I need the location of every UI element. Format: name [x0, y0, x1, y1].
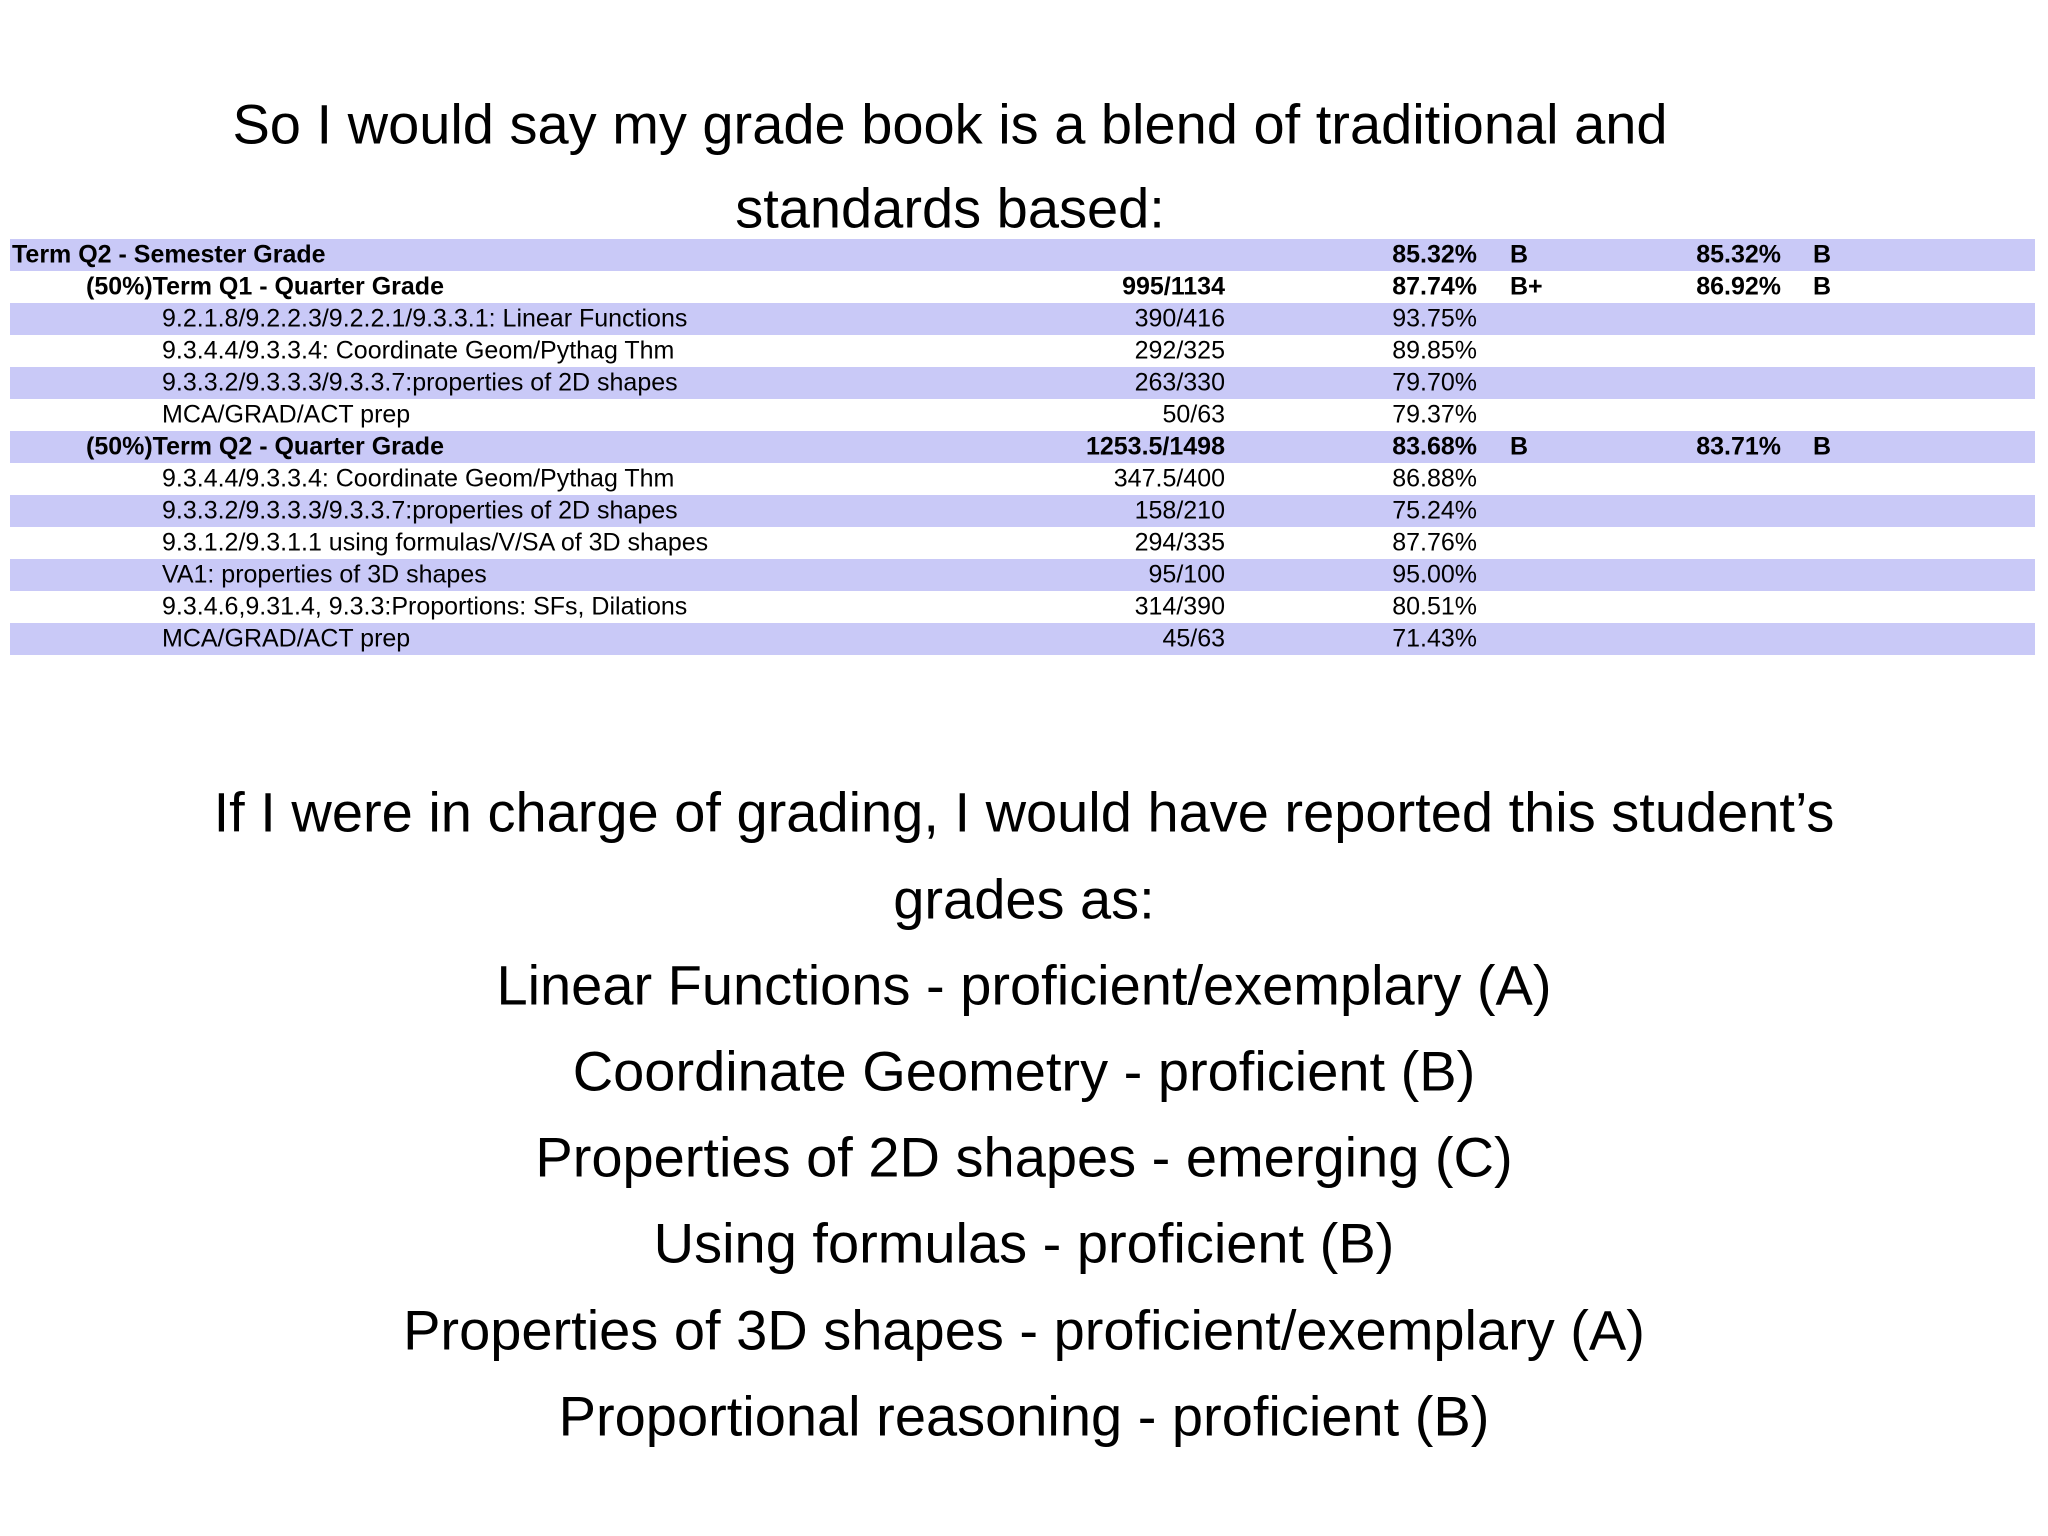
grade: B+	[1510, 272, 1543, 301]
table-row: MCA/GRAD/ACT prep 50/63 79.37%	[10, 399, 2035, 431]
final-percent: 85.32%	[1696, 240, 1781, 269]
row-label: 9.3.3.2/9.3.3.3/9.3.3.7:properties of 2D…	[162, 368, 678, 397]
score: 158/210	[1134, 496, 1225, 525]
table-row: Term Q2 - Semester Grade 85.32% B 85.32% B	[10, 239, 2035, 271]
percent: 87.74%	[1392, 272, 1477, 301]
table-row: VA1: properties of 3D shapes 95/100 95.00%	[10, 559, 2035, 591]
row-label: 9.3.4.4/9.3.3.4: Coordinate Geom/Pythag …	[162, 464, 675, 493]
percent: 79.70%	[1392, 368, 1477, 397]
percent: 89.85%	[1392, 336, 1477, 365]
score: 95/100	[1148, 560, 1225, 589]
score: 314/390	[1134, 592, 1225, 621]
percent: 71.43%	[1392, 624, 1477, 653]
percent: 75.24%	[1392, 496, 1477, 525]
body-line: Proportional reasoning - proficient (B)	[558, 1384, 1490, 1448]
body-line: If I were in charge of grading, I would …	[213, 780, 1835, 844]
final-grade: B	[1813, 272, 1832, 301]
title-line: So I would say my grade book is a blend …	[232, 92, 1668, 156]
row-label: 9.3.4.4/9.3.3.4: Coordinate Geom/Pythag …	[162, 336, 675, 365]
percent: 95.00%	[1392, 560, 1477, 589]
score: 294/335	[1134, 528, 1225, 557]
score: 1253.5/1498	[1085, 432, 1225, 461]
row-label: (50%)Term Q1 - Quarter Grade	[86, 272, 444, 301]
table-row: 9.2.1.8/9.2.2.3/9.2.2.1/9.3.3.1: Linear …	[10, 303, 2035, 335]
percent: 80.51%	[1392, 592, 1477, 621]
row-label: 9.2.1.8/9.2.2.3/9.2.2.1/9.3.3.1: Linear …	[162, 304, 688, 333]
table-row: 9.3.1.2/9.3.1.1 using formulas/V/SA of 3…	[10, 527, 2035, 559]
table-row: 9.3.3.2/9.3.3.3/9.3.3.7:properties of 2D…	[10, 495, 2035, 527]
table-row: 9.3.4.6,9.31.4, 9.3.3:Proportions: SFs, …	[10, 591, 2035, 623]
grade-table: Term Q2 - Semester Grade 85.32% B 85.32% B (5…	[10, 239, 2035, 655]
table-row: 9.3.4.4/9.3.3.4: Coordinate Geom/Pythag …	[10, 463, 2035, 495]
percent: 93.75%	[1392, 304, 1477, 333]
score: 263/330	[1134, 368, 1225, 397]
table-row: 9.3.3.2/9.3.3.3/9.3.3.7:properties of 2D…	[10, 367, 2035, 399]
body-line: Coordinate Geometry - proficient (B)	[572, 1039, 1476, 1103]
percent: 87.76%	[1392, 528, 1477, 557]
score: 50/63	[1162, 400, 1225, 429]
table-row: (50%)Term Q2 - Quarter Grade 1253.5/1498 8…	[10, 431, 2035, 463]
score: 292/325	[1134, 336, 1225, 365]
score: 995/1134	[1122, 272, 1225, 301]
body-line: Properties of 3D shapes - proficient/exe…	[403, 1298, 1645, 1362]
row-label: 9.3.3.2/9.3.3.3/9.3.3.7:properties of 2D…	[162, 496, 678, 525]
table-row: (50%)Term Q1 - Quarter Grade 995/1134 87.7…	[10, 271, 2035, 303]
row-label: 9.3.4.6,9.31.4, 9.3.3:Proportions: SFs, …	[162, 592, 688, 621]
title-line: standards based:	[735, 176, 1165, 240]
final-percent: 83.71%	[1696, 432, 1781, 461]
body-line: Properties of 2D shapes - emerging (C)	[535, 1125, 1513, 1189]
percent: 79.37%	[1392, 400, 1477, 429]
final-grade: B	[1813, 240, 1832, 269]
final-percent: 86.92%	[1696, 272, 1781, 301]
row-label: VA1: properties of 3D shapes	[162, 560, 487, 589]
final-grade: B	[1813, 432, 1832, 461]
grade: B	[1510, 240, 1529, 269]
score: 390/416	[1134, 304, 1225, 333]
percent: 85.32%	[1392, 240, 1477, 269]
row-label: (50%)Term Q2 - Quarter Grade	[86, 432, 444, 461]
table-row: MCA/GRAD/ACT prep 45/63 71.43%	[10, 623, 2035, 655]
row-label: Term Q2 - Semester Grade	[12, 240, 326, 269]
body-line: Using formulas - proficient (B)	[653, 1211, 1395, 1275]
score: 45/63	[1162, 624, 1225, 653]
table-row: 9.3.4.4/9.3.3.4: Coordinate Geom/Pythag …	[10, 335, 2035, 367]
percent: 83.68%	[1392, 432, 1477, 461]
body-line: grades as:	[893, 867, 1155, 931]
row-label: 9.3.1.2/9.3.1.1 using formulas/V/SA of 3…	[162, 528, 709, 557]
score: 347.5/400	[1113, 464, 1225, 493]
body-line: Linear Functions - proficient/exemplary …	[496, 953, 1552, 1017]
row-label: MCA/GRAD/ACT prep	[162, 624, 411, 653]
percent: 86.88%	[1392, 464, 1477, 493]
row-label: MCA/GRAD/ACT prep	[162, 400, 411, 429]
grade: B	[1510, 432, 1529, 461]
